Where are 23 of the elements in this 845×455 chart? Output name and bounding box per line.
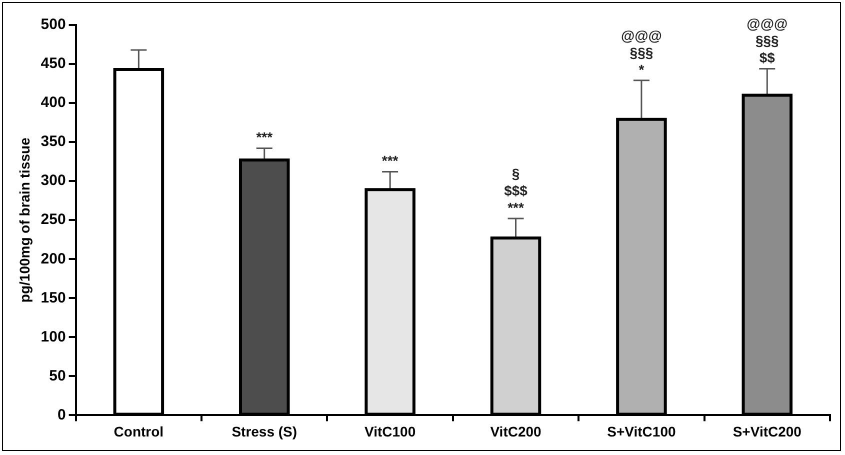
y-tick-label: 500 <box>40 16 66 34</box>
y-tick-label: 250 <box>40 211 66 228</box>
data-label: @@@ §§§ $$ <box>746 16 788 66</box>
x-tick-label: VitC200 <box>490 423 542 440</box>
y-tick-label: 300 <box>40 172 66 190</box>
x-tick-label: VitC100 <box>364 423 416 440</box>
y-tick-label: 150 <box>40 289 66 306</box>
y-tick-label: 400 <box>40 94 66 112</box>
data-label: @@@ §§§ * <box>620 27 662 78</box>
data-label: *** <box>256 129 274 146</box>
y-tick-label: 200 <box>40 250 66 268</box>
data-label: § $$$ *** <box>504 165 528 216</box>
x-tick-label: S+VitC100 <box>607 423 676 440</box>
y-tick-label: 450 <box>40 55 66 72</box>
x-tick-label: Control <box>114 423 164 440</box>
y-tick-label: 100 <box>40 328 66 346</box>
y-tick-label: 50 <box>49 367 66 384</box>
x-tick-label: Stress (S) <box>232 423 298 440</box>
data-label: *** <box>382 152 399 169</box>
x-tick-label: S+VitC200 <box>732 423 802 440</box>
y-tick-label: 0 <box>57 406 66 424</box>
y-tick-label: 350 <box>40 133 66 150</box>
y-axis-title: pg/100mg of brain tissue <box>16 137 32 303</box>
